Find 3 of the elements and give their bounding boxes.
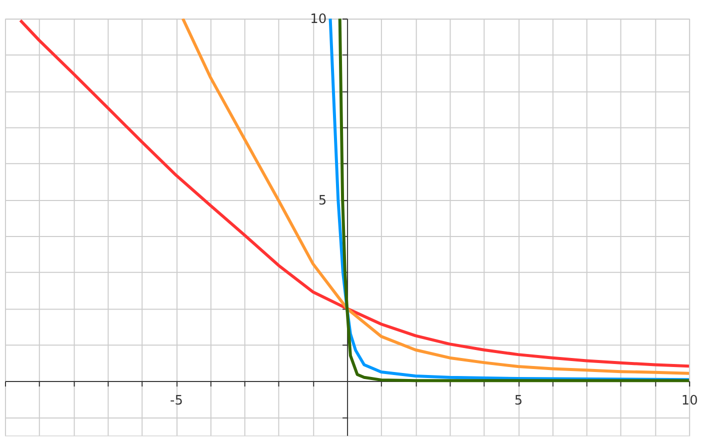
x-tick-label: 5 [514,393,523,408]
x-tick-label: 10 [681,393,698,408]
x-tick-label: -5 [170,393,183,408]
